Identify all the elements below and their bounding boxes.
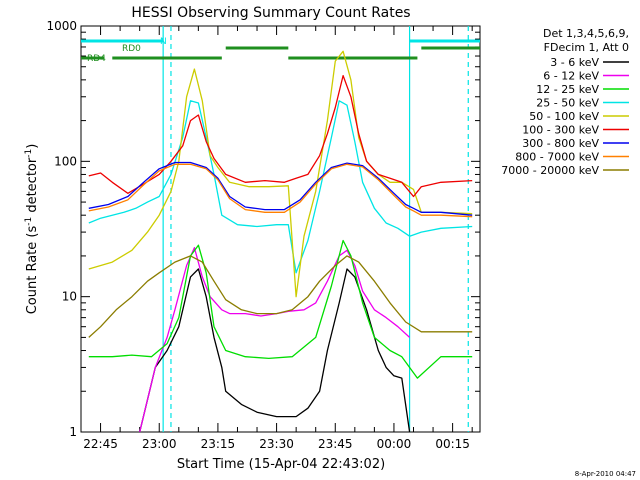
series-line-7 (88, 161, 473, 216)
y-axis-label: Count Rate (s-1 detector-1) (24, 144, 40, 315)
series-line-8 (88, 163, 473, 218)
night-flag-label: N (160, 37, 167, 47)
y-tick-label: 10 (62, 290, 77, 304)
x-axis-label: Start Time (15-Apr-04 22:43:02) (177, 457, 385, 472)
series-line-6 (88, 74, 473, 198)
y-tick-label: 100 (54, 154, 77, 168)
x-tick-label: 00:00 (377, 437, 412, 451)
legend-header-line-1: Det 1,3,4,5,6,9, (543, 27, 629, 40)
x-tick-label: 23:30 (259, 437, 294, 451)
x-tick-label: 00:15 (435, 437, 470, 451)
legend-label: 50 - 100 keV (529, 110, 599, 123)
legend-header-line-2: FDecim 1, Att 0 (544, 41, 629, 54)
x-tick-label: 23:00 (142, 437, 177, 451)
series-line-1 (139, 268, 411, 433)
y-tick-label: 1000 (46, 19, 77, 33)
rd4-flag-label: RD4 (87, 54, 106, 64)
series-line-4 (88, 100, 473, 274)
plot-frame (80, 25, 481, 433)
legend-label: 6 - 12 keV (543, 70, 599, 83)
legend-label: 100 - 300 keV (522, 124, 599, 137)
rd0-flag-label: RD0 (122, 44, 141, 54)
legend: Det 1,3,4,5,6,9, FDecim 1, Att 0 3 - 6 k… (501, 27, 629, 177)
y-tick-label: 1 (69, 425, 77, 439)
legend-label: 800 - 7000 keV (515, 151, 599, 164)
chart-title: HESSI Observing Summary Count Rates (131, 5, 410, 21)
series-line-3 (88, 239, 473, 379)
legend-label: 25 - 50 keV (536, 97, 599, 110)
legend-label: 7000 - 20000 keV (501, 164, 599, 177)
series-line-9 (88, 255, 473, 338)
x-tick-label: 23:15 (201, 437, 236, 451)
legend-label: 12 - 25 keV (536, 83, 599, 96)
x-tick-label: 23:45 (318, 437, 353, 451)
series-line-5 (88, 50, 473, 298)
legend-label: 300 - 800 keV (522, 137, 599, 150)
plot-area: N RD0 RD4 (80, 25, 481, 433)
x-tick-label: 22:45 (83, 437, 118, 451)
footer-date: 8-Apr-2010 04:47 (575, 470, 636, 478)
legend-label: 3 - 6 keV (550, 56, 599, 69)
